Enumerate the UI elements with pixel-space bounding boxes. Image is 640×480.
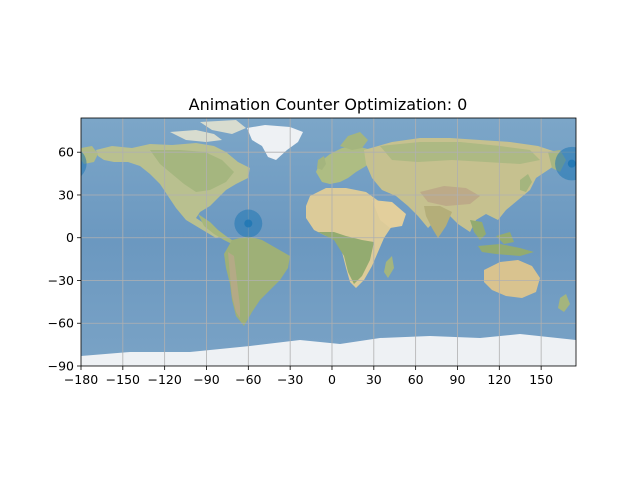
scandinavia (340, 132, 368, 150)
x-tick-label: 0 (328, 372, 336, 387)
y-tick-label: 60 (58, 145, 74, 160)
british-isles (317, 156, 326, 170)
x-tick-label: −60 (235, 372, 261, 387)
antarctica (81, 334, 576, 366)
map-frame (80, 117, 577, 367)
markers (66, 146, 576, 238)
map-plot-area (66, 118, 576, 366)
x-tick-label: 150 (529, 372, 553, 387)
tibet-himalaya (420, 186, 480, 206)
marker-caribbean-center (244, 219, 253, 228)
y-tick-label: −30 (48, 273, 74, 288)
x-tick-label: 60 (408, 372, 424, 387)
madagascar (384, 256, 394, 278)
x-tick-label: −30 (277, 372, 303, 387)
marker-kamchatka-bering-center (567, 159, 576, 168)
land-masses (81, 120, 576, 366)
x-tick-label: 90 (450, 372, 466, 387)
new-zealand (558, 294, 570, 312)
x-tick-label: −150 (106, 372, 140, 387)
x-tick-label: 120 (487, 372, 511, 387)
marker-kamchatka-bering (555, 146, 576, 181)
x-tick-label: −90 (193, 372, 219, 387)
arabia (372, 200, 406, 228)
y-tick-label: −60 (48, 316, 74, 331)
y-axis-ticks: 60 30 0 −30 −60 −90 (48, 145, 81, 374)
y-tick-label: 30 (58, 187, 74, 202)
siberia (380, 142, 540, 164)
north-america-forest (150, 150, 234, 192)
map-title: Animation Counter Optimization: 0 (189, 95, 468, 114)
central-america (198, 214, 236, 244)
africa-tropics (318, 232, 374, 284)
x-axis-ticks: −180 −150 −120 −90 −60 −30 0 30 60 90 120 150 (64, 366, 553, 387)
x-tick-label: 30 (366, 372, 382, 387)
marker-kamchatka-bering-wrap-center (66, 160, 74, 168)
australia (484, 260, 540, 298)
andes (228, 252, 240, 318)
europe (316, 146, 376, 184)
y-tick-label: 0 (66, 230, 74, 245)
gridlines (81, 118, 576, 366)
greenland (247, 125, 303, 160)
japan (520, 174, 532, 192)
india (424, 206, 452, 238)
south-america (224, 236, 290, 326)
x-tick-label: −120 (147, 372, 181, 387)
marker-kamchatka-bering-wrap (81, 151, 87, 177)
arctic-islands (170, 120, 246, 142)
x-tick-label: −180 (64, 372, 98, 387)
y-tick-label: −90 (48, 359, 74, 374)
